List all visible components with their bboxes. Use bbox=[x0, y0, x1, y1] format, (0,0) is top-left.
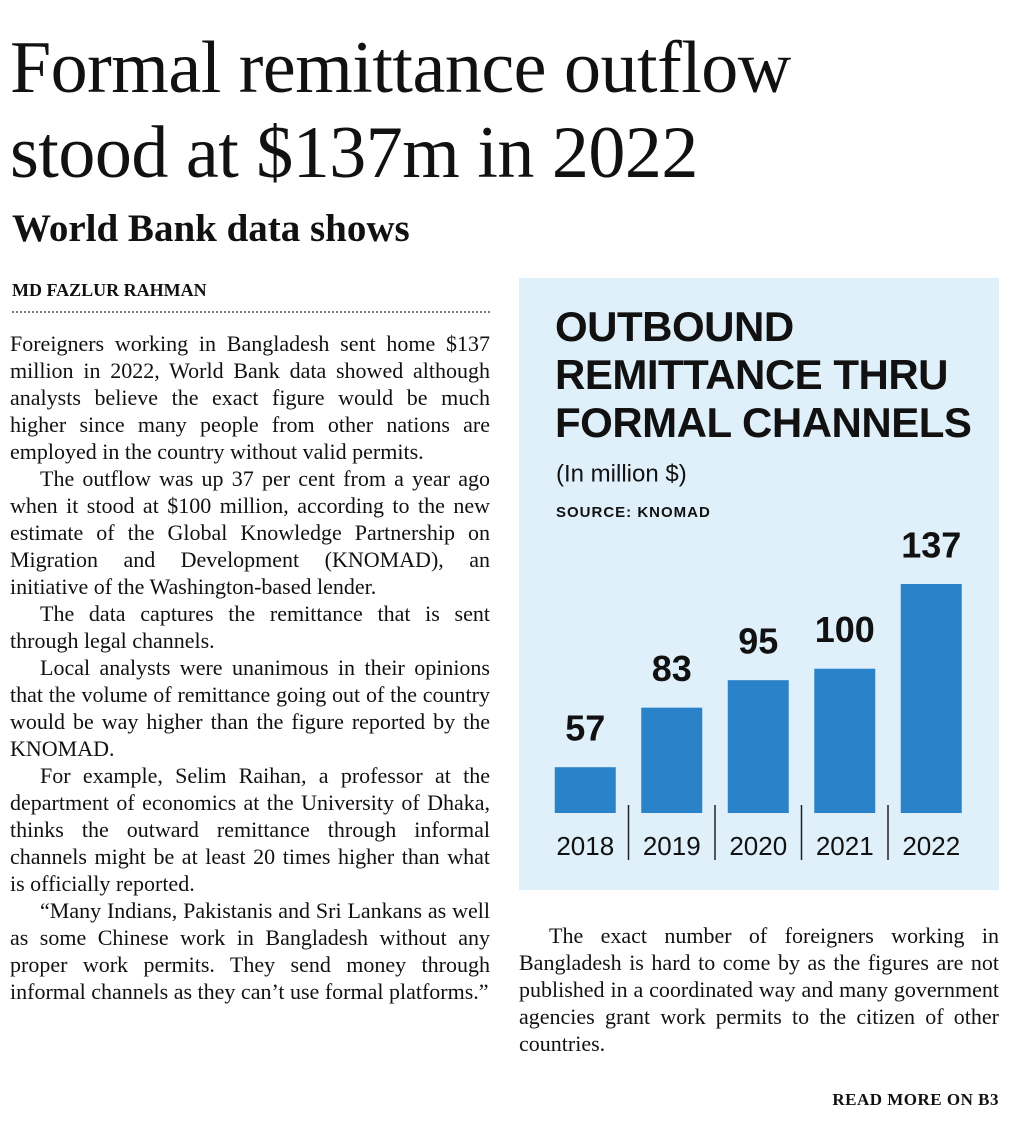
x-tick-label: 2018 bbox=[556, 831, 614, 861]
chart-source: SOURCE: KNOMAD bbox=[556, 504, 711, 521]
paragraph: Foreigners working in Bangladesh sent ho… bbox=[10, 331, 490, 464]
x-tick-label: 2019 bbox=[643, 831, 701, 861]
headline: stood at $137m in 2022 bbox=[10, 112, 698, 194]
bar bbox=[554, 767, 616, 813]
value-label: 57 bbox=[565, 708, 605, 749]
paragraph: For example, Selim Raihan, a professor a… bbox=[10, 763, 490, 896]
value-label: 83 bbox=[652, 648, 692, 689]
chart-box: OUTBOUND REMITTANCE THRU FORMAL CHANNELS (I… bbox=[519, 278, 999, 890]
bar bbox=[814, 668, 876, 813]
value-label: 137 bbox=[901, 525, 961, 566]
paragraph: Local analysts were unanimous in their o… bbox=[10, 655, 490, 761]
byline: MD FAZLUR RAHMAN bbox=[12, 280, 490, 313]
x-tick-label: 2022 bbox=[902, 831, 960, 861]
chart-title: FORMAL CHANNELS bbox=[555, 399, 971, 446]
value-label: 95 bbox=[738, 621, 778, 662]
chart-title: OUTBOUND bbox=[555, 303, 794, 350]
bar bbox=[641, 707, 703, 813]
paragraph: The outflow was up 37 per cent from a ye… bbox=[10, 466, 490, 599]
chart-title: REMITTANCE THRU bbox=[555, 351, 948, 398]
paragraph: “Many Indians, Pakistanis and Sri Lankan… bbox=[10, 898, 490, 1004]
headline: Formal remittance outflow bbox=[10, 27, 791, 109]
paragraph: The exact number of foreigners working i… bbox=[519, 923, 999, 1056]
bar bbox=[727, 680, 789, 813]
x-tick-label: 2020 bbox=[729, 831, 787, 861]
x-tick-label: 2021 bbox=[816, 831, 874, 861]
right-column: The exact number of foreigners working i… bbox=[519, 922, 999, 1057]
value-label: 100 bbox=[815, 609, 875, 650]
paragraph: The data captures the remittance that is… bbox=[10, 601, 490, 653]
bar bbox=[900, 584, 962, 813]
chart-subtitle: (In million $) bbox=[556, 460, 687, 487]
left-column: Foreigners working in Bangladesh sent ho… bbox=[10, 330, 490, 1005]
subheadline: World Bank data shows bbox=[12, 207, 410, 250]
read-more: READ MORE ON B3 bbox=[832, 1090, 999, 1109]
